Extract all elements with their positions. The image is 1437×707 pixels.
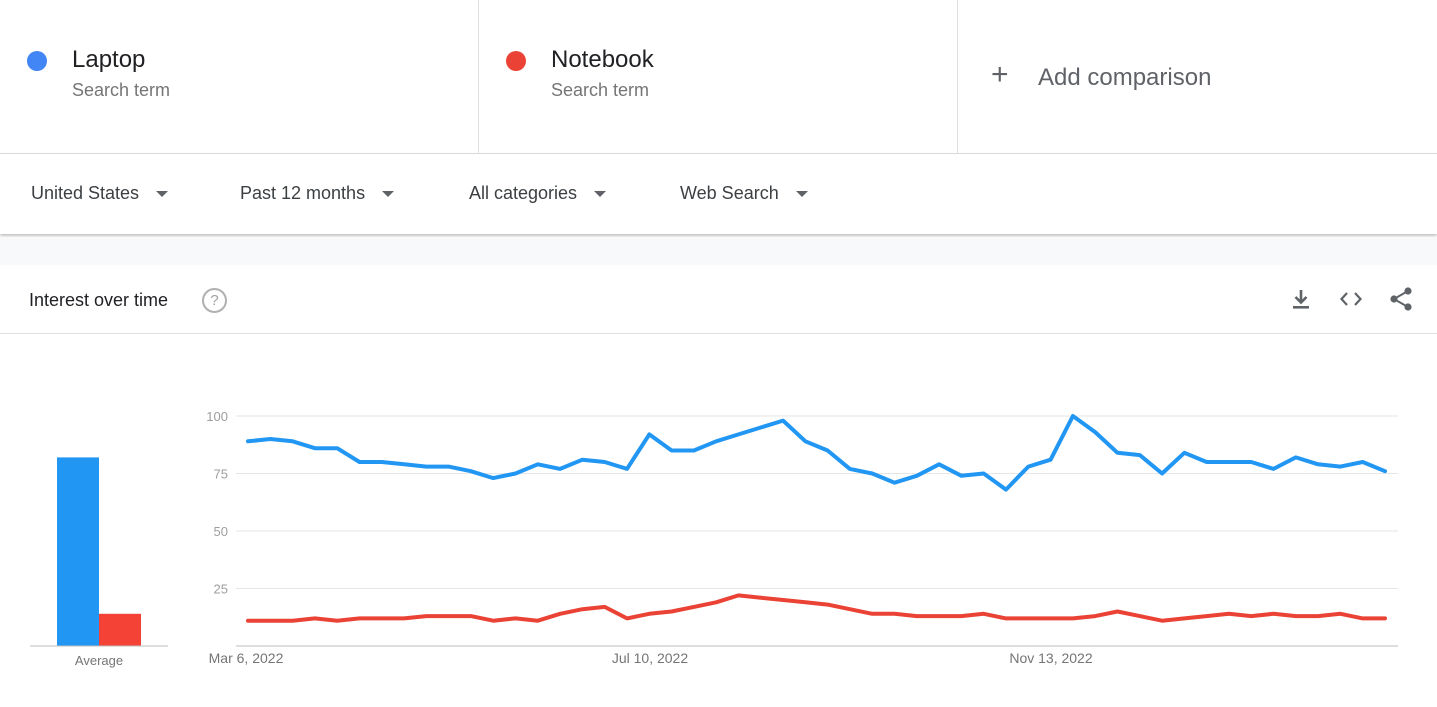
chevron-down-icon <box>594 190 607 197</box>
download-icon[interactable] <box>1288 286 1314 312</box>
help-circle-icon[interactable]: ? <box>202 288 227 313</box>
x-tick-label: Mar 6, 2022 <box>209 650 284 666</box>
term-card-laptop[interactable]: Laptop Search term <box>0 0 479 153</box>
average-bars <box>57 457 141 646</box>
series-lines <box>246 414 1387 623</box>
series-line-laptop[interactable] <box>246 414 1387 492</box>
chart-svg: 25 50 75 100 Average Mar 6, 2022 Jul 10, 20… <box>30 409 1398 668</box>
notebook-color-dot <box>506 51 526 71</box>
x-tick-label: Nov 13, 2022 <box>1009 650 1092 666</box>
y-tick-label: 100 <box>206 409 228 424</box>
plus-icon[interactable]: + <box>991 58 1009 91</box>
section-spacer <box>0 237 1437 265</box>
term-card-notebook[interactable]: Notebook Search term <box>479 0 958 153</box>
chevron-down-icon <box>156 190 169 197</box>
region-value: United States <box>31 183 140 203</box>
term-type: Search term <box>72 80 171 100</box>
series-line-notebook[interactable] <box>246 593 1387 623</box>
laptop-color-dot <box>27 51 47 71</box>
x-tick-label: Jul 10, 2022 <box>612 650 688 666</box>
grid-lines: 25 50 75 100 <box>206 409 1398 597</box>
card-header: Interest over time <box>0 265 1437 334</box>
add-comparison-label[interactable]: Add comparison <box>1038 64 1212 91</box>
share-icon[interactable] <box>1388 286 1414 312</box>
search-property-dropdown[interactable]: Web Search <box>680 183 808 204</box>
embed-code-icon[interactable] <box>1338 286 1364 312</box>
chevron-down-icon <box>382 190 395 197</box>
category-value: All categories <box>469 183 578 203</box>
time-range-dropdown[interactable]: Past 12 months <box>240 183 395 204</box>
filter-bar: United States Past 12 months All categor… <box>0 154 1437 234</box>
y-tick-label: 50 <box>214 524 228 539</box>
term-name[interactable]: Notebook <box>551 46 654 73</box>
average-bar-notebook <box>99 613 141 646</box>
comparison-bar: Laptop Search term Notebook Search term <box>0 0 1437 154</box>
interest-chart: 25 50 75 100 Average Mar 6, 2022 Jul 10, 20… <box>0 334 1437 702</box>
average-label: Average <box>75 653 123 668</box>
average-bar-laptop <box>57 457 99 646</box>
card-title: Interest over time <box>29 290 169 310</box>
time-range-value: Past 12 months <box>240 183 366 203</box>
term-type: Search term <box>551 80 650 100</box>
term-name[interactable]: Laptop <box>72 46 146 73</box>
search-property-value: Web Search <box>680 183 779 203</box>
y-tick-label: 75 <box>214 467 228 482</box>
category-dropdown[interactable]: All categories <box>469 183 607 204</box>
chevron-down-icon <box>795 190 808 197</box>
region-dropdown[interactable]: United States <box>31 183 169 204</box>
y-tick-label: 25 <box>214 582 228 597</box>
